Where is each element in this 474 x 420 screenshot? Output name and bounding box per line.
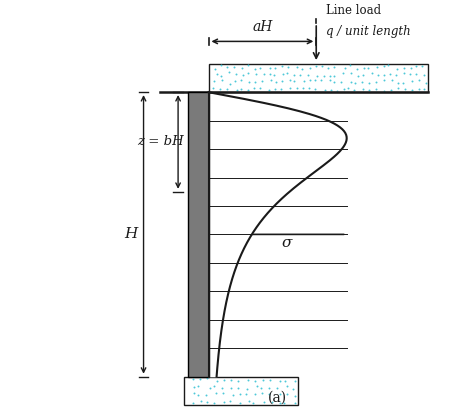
- Polygon shape: [209, 64, 428, 92]
- Polygon shape: [209, 92, 346, 377]
- Text: z = bH: z = bH: [137, 136, 184, 148]
- Text: aH: aH: [252, 20, 273, 34]
- Text: σ: σ: [282, 236, 292, 250]
- Text: H: H: [124, 227, 137, 242]
- Bar: [188, 92, 209, 377]
- Text: (a): (a): [268, 391, 287, 405]
- Text: q / unit length: q / unit length: [327, 25, 411, 38]
- Text: Line load: Line load: [327, 4, 382, 17]
- Polygon shape: [184, 377, 298, 405]
